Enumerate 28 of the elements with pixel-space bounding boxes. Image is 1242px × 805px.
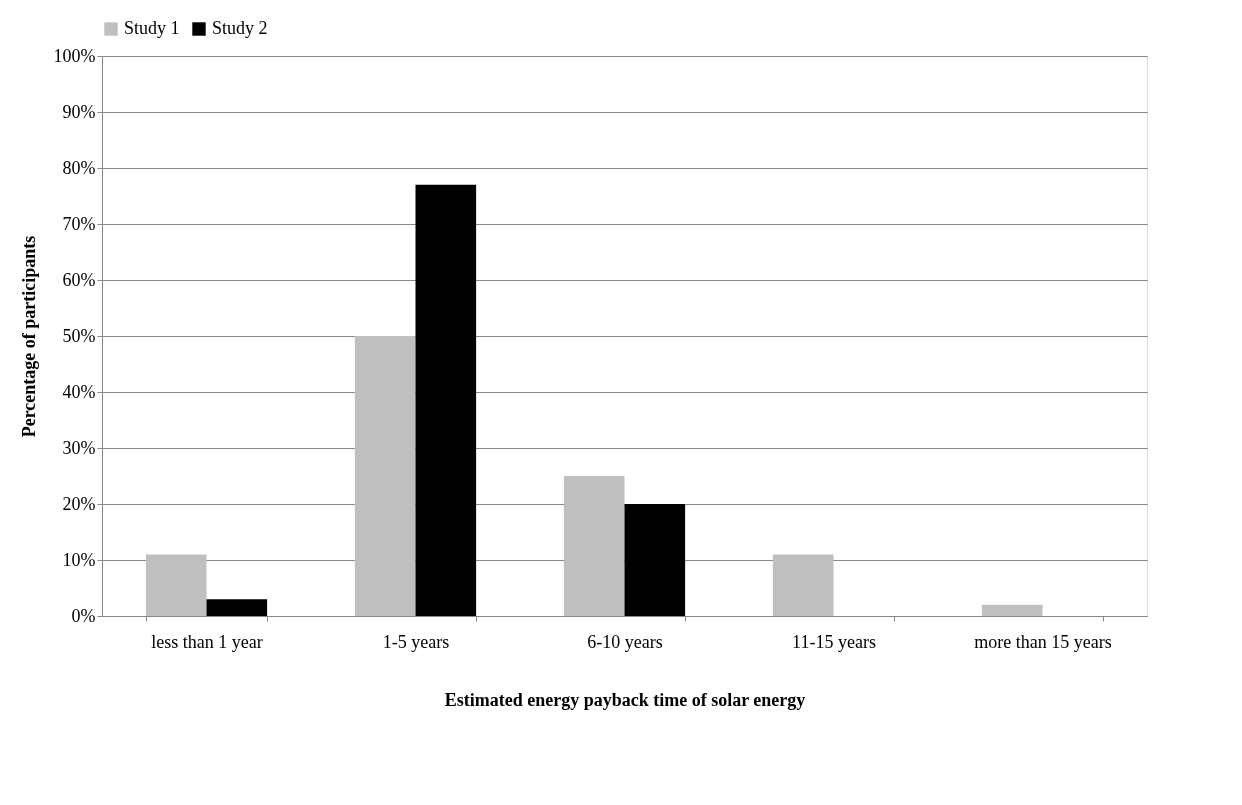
x-tick-label: more than 15 years <box>974 631 1112 652</box>
bar <box>624 504 686 616</box>
bar <box>354 336 416 616</box>
x-tick-label: less than 1 year <box>151 631 263 652</box>
y-tick-label: 100% <box>53 45 96 66</box>
y-tick-label: 90% <box>62 101 96 122</box>
x-tick-label: 11-15 years <box>792 631 876 652</box>
y-tick-label: 20% <box>62 493 96 514</box>
legend-label: Study 2 <box>212 18 268 38</box>
bar <box>772 554 834 616</box>
bar <box>206 599 268 616</box>
y-tick-label: 0% <box>71 605 96 626</box>
y-tick-label: 30% <box>62 437 96 458</box>
bar <box>563 476 625 616</box>
y-axis-title: Percentage of participants <box>18 235 39 438</box>
bar <box>981 604 1043 616</box>
y-tick-label: 70% <box>62 213 96 234</box>
bar <box>145 554 207 616</box>
y-tick-label: 50% <box>62 325 96 346</box>
y-tick-label: 60% <box>62 269 96 290</box>
bar <box>415 184 477 616</box>
x-tick-label: 1-5 years <box>382 631 450 652</box>
y-tick-label: 10% <box>62 549 96 570</box>
x-tick-label: 6-10 years <box>587 631 663 652</box>
y-tick-label: 80% <box>62 157 96 178</box>
x-axis-title: Estimated energy payback time of solar energy <box>444 689 806 710</box>
legend-label: Study 1 <box>124 18 180 38</box>
y-tick-label: 40% <box>62 381 96 402</box>
